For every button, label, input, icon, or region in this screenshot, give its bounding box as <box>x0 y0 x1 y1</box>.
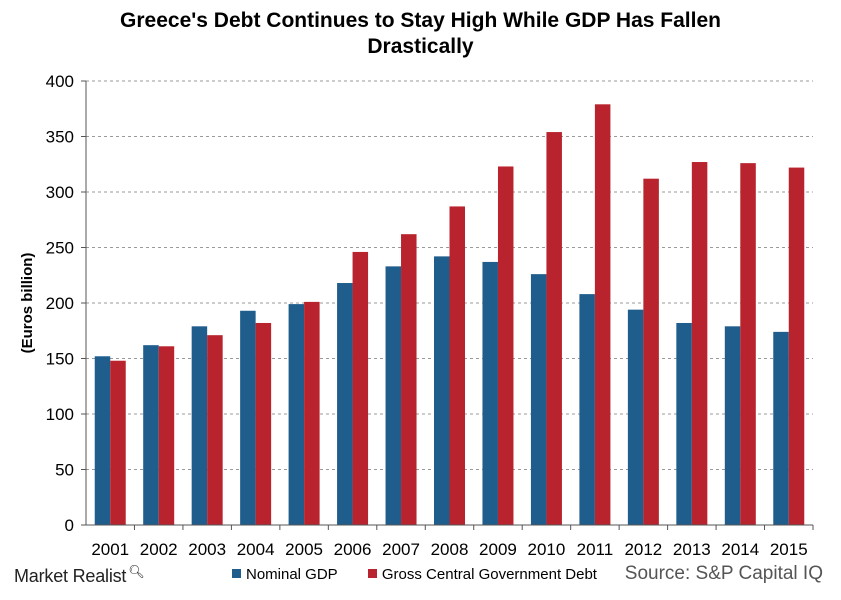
bar-government-debt <box>594 104 611 525</box>
bar-government-debt <box>401 234 417 525</box>
y-tick-label: 350 <box>46 128 74 147</box>
x-tick-label: 2007 <box>382 540 420 559</box>
bar-nominal-gdp <box>143 345 159 525</box>
x-tick-label: 2014 <box>721 540 759 559</box>
bar-government-debt <box>255 322 272 525</box>
x-tick-label: 2002 <box>140 540 178 559</box>
x-tick-label: 2008 <box>431 540 469 559</box>
bar-nominal-gdp <box>191 326 208 525</box>
bar-government-debt <box>110 360 126 525</box>
x-tick-label: 2006 <box>334 540 372 559</box>
bar-government-debt <box>643 178 659 525</box>
bar-nominal-gdp <box>482 261 498 525</box>
x-tick-label: 2003 <box>188 540 226 559</box>
y-tick-label: 400 <box>46 72 74 91</box>
bar-government-debt <box>304 301 320 525</box>
bar-nominal-gdp <box>627 309 644 525</box>
chart-title: Greece's Debt Continues to Stay High Whi… <box>0 8 841 60</box>
bar-nominal-gdp <box>724 326 741 525</box>
y-tick-label: 300 <box>46 183 74 202</box>
bar-nominal-gdp <box>579 294 595 525</box>
axes: 0 50 100 150 200 250 300 350 400 2001 2002 2003 2004… <box>46 72 814 559</box>
x-tick-label: 2005 <box>285 540 323 559</box>
x-tick-label: 2001 <box>91 540 129 559</box>
bar-nominal-gdp <box>773 331 789 525</box>
bars <box>94 104 805 525</box>
x-tick-label: 2004 <box>237 540 275 559</box>
x-tick-label: 2010 <box>528 540 566 559</box>
x-tick-label: 2015 <box>770 540 808 559</box>
bar-government-debt <box>691 162 708 525</box>
legend-item-debt: Gross Central Government Debt <box>367 566 597 583</box>
legend-swatch-debt <box>367 569 377 578</box>
bar-government-debt <box>546 132 562 525</box>
bar-nominal-gdp <box>94 356 111 525</box>
bar-government-debt <box>497 166 514 525</box>
source-note: Source: S&P Capital IQ <box>624 563 823 584</box>
legend-swatch-gdp <box>232 569 241 578</box>
y-tick-label: 250 <box>46 239 74 258</box>
y-tick-label: 50 <box>55 461 74 480</box>
y-axis-label: (Euros billion) <box>19 253 36 354</box>
x-tick-label: 2011 <box>577 540 614 559</box>
bar-nominal-gdp <box>530 274 547 525</box>
chart-title-line-2: Drastically <box>367 35 474 58</box>
bar-government-debt <box>158 346 175 525</box>
bar-nominal-gdp <box>434 256 450 525</box>
chart-title-line-1: Greece's Debt Continues to Stay High Whi… <box>120 9 721 32</box>
bar-nominal-gdp <box>337 283 353 525</box>
bar-government-debt <box>449 206 465 525</box>
bar-nominal-gdp <box>240 310 256 525</box>
legend: Nominal GDP Gross Central Government Deb… <box>232 566 623 583</box>
y-tick-label: 0 <box>65 516 74 535</box>
bar-government-debt <box>352 251 369 525</box>
brand-logo: Market Realist 🔍︎ <box>14 564 145 587</box>
legend-item-gdp: Nominal GDP <box>232 566 338 583</box>
y-tick-label: 150 <box>46 350 74 369</box>
bar-government-debt <box>207 335 223 525</box>
y-tick-label: 200 <box>46 294 74 313</box>
bar-government-debt <box>788 167 805 525</box>
bar-nominal-gdp <box>288 304 305 525</box>
bar-government-debt <box>740 163 756 525</box>
magnifier-icon: 🔍︎ <box>128 564 145 579</box>
legend-label-debt: Gross Central Government Debt <box>381 566 597 583</box>
x-tick-label: 2013 <box>673 540 711 559</box>
y-tick-label: 100 <box>46 405 74 424</box>
legend-label-gdp: Nominal GDP <box>246 566 338 583</box>
x-tick-label: 2009 <box>479 540 517 559</box>
bar-nominal-gdp <box>385 266 402 525</box>
brand-name: Market Realist <box>14 566 127 586</box>
bar-nominal-gdp <box>676 322 692 525</box>
x-tick-label: 2012 <box>624 540 662 559</box>
